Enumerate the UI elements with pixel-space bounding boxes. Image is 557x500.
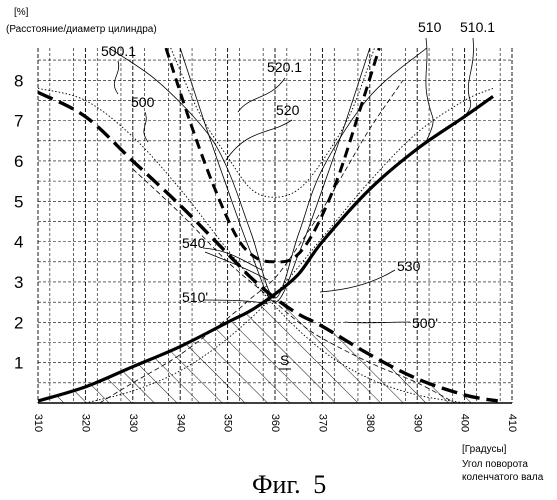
x-tick-label: 360 <box>269 414 281 432</box>
x-axis-label-line1: Угол поворота <box>462 459 528 470</box>
x-tick-label: 370 <box>316 414 328 432</box>
annotation-label: 520 <box>276 102 300 118</box>
y-tick-label: 3 <box>14 273 23 292</box>
annotation-label: 510 <box>418 19 442 35</box>
y-tick-label: 4 <box>14 233 23 252</box>
annotation-label: 510.1 <box>460 19 495 35</box>
figure-caption-number: 5 <box>313 470 326 499</box>
x-tick-label: 410 <box>506 414 518 432</box>
annotation-label: 500.1 <box>101 43 136 59</box>
annotation-label: 540 <box>182 235 206 251</box>
x-tick-label: 320 <box>79 414 91 432</box>
x-tick-label: 340 <box>174 414 186 432</box>
annotation-label: 500' <box>412 315 438 331</box>
leader-line <box>226 120 292 160</box>
hatched-region-label: S <box>280 352 289 368</box>
annotation-label: 510' <box>182 289 208 305</box>
y-unit: [%] <box>14 7 29 18</box>
x-tick-label: 330 <box>127 414 139 432</box>
figure-caption: Фиг. 5 <box>252 470 326 499</box>
y-axis-label: (Расстояние/диаметр цилиндра) <box>6 24 157 35</box>
leader-line <box>114 61 118 94</box>
annotations: 500.1 500 520.1 520 510 510.1 540 530 510' 500' <box>101 19 495 331</box>
leader-line <box>144 112 148 142</box>
y-tick-label: 7 <box>14 112 23 131</box>
x-axis-label-line2: коленчатого вала <box>462 472 544 483</box>
y-tick-label: 5 <box>14 192 23 211</box>
y-tick-label: 1 <box>14 354 23 373</box>
annotation-label: 530 <box>397 258 421 274</box>
x-tick-label: 390 <box>411 414 423 432</box>
series-line-520 <box>166 48 379 262</box>
x-tick-label: 380 <box>364 414 376 432</box>
annotation-label: 520.1 <box>267 59 302 75</box>
figure-caption-prefix: Фиг. <box>252 470 301 499</box>
annotation-label: 500 <box>131 94 155 110</box>
x-tick-label: 350 <box>222 414 234 432</box>
y-tick-label: 6 <box>14 152 23 171</box>
x-unit: [Градусы] <box>462 444 507 455</box>
x-tick-label: 400 <box>459 414 471 432</box>
leader-line <box>320 270 395 292</box>
x-tick-label: 310 <box>32 414 44 432</box>
y-tick-label: 2 <box>14 313 23 332</box>
y-tick-label: 8 <box>14 71 23 90</box>
